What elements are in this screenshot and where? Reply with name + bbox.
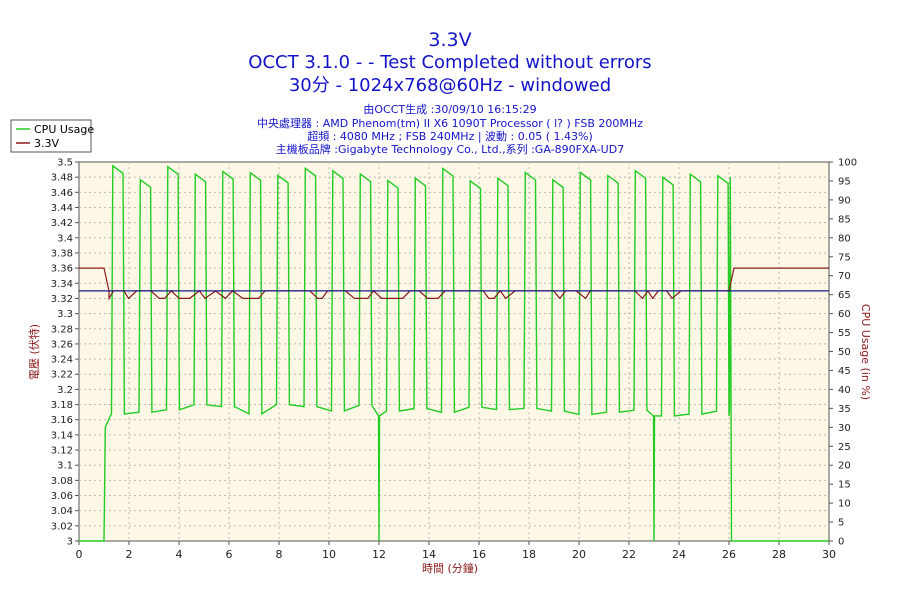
series-layer (79, 164, 829, 542)
y-left-tick-label: 3.46 (51, 188, 73, 199)
y-left-axis-label: 電壓 (伏特) (27, 324, 41, 380)
y-right-tick-label: 25 (838, 442, 851, 453)
y-left-tick-label: 3.2 (57, 385, 73, 396)
y-left-tick-label: 3.06 (51, 491, 73, 502)
y-left-tick-label: 3.34 (51, 279, 73, 290)
chart-subtitle-1: OCCT 3.1.0 - - Test Completed without er… (248, 52, 651, 73)
y-left-tick-label: 3.12 (51, 446, 73, 457)
y-right-tick-label: 85 (838, 214, 851, 225)
y-left-tick-label: 3.08 (51, 476, 73, 487)
chart-title: 3.3V (428, 29, 471, 51)
x-tick-label: 28 (772, 548, 786, 561)
y-left-tick-label: 3.3 (57, 309, 73, 320)
info-line-4: 主機板品牌 :Gigabyte Technology Co., Ltd.,系列 … (276, 142, 624, 156)
y-right-tick-label: 100 (838, 158, 857, 169)
y-left-tick-label: 3.14 (51, 430, 73, 441)
x-tick-label: 30 (822, 548, 836, 561)
y-right-tick-label: 95 (838, 176, 851, 187)
y-left-tick-label: 3.5 (57, 158, 73, 169)
y-right-tick-label: 70 (838, 271, 851, 282)
x-tick-label: 4 (176, 548, 183, 561)
x-tick-label: 26 (722, 548, 736, 561)
y-right-tick-label: 65 (838, 290, 851, 301)
y-left-tick-label: 3.28 (51, 324, 73, 335)
x-tick-label: 10 (322, 548, 336, 561)
y-right-tick-label: 30 (838, 423, 851, 434)
y-left-tick-label: 3.44 (51, 203, 73, 214)
info-line-2: 中央處理器 : AMD Phenom(tm) II X6 1090T Proce… (257, 116, 643, 130)
y-left-tick-label: 3.16 (51, 415, 73, 426)
info-line-3: 超頻 : 4080 MHz ; FSB 240MHz | 波動 : 0.05 (… (307, 129, 593, 143)
x-tick-label: 6 (226, 548, 233, 561)
y-right-tick-label: 55 (838, 328, 851, 339)
y-left-tick-label: 3.38 (51, 248, 73, 259)
y-right-tick-label: 50 (838, 347, 851, 358)
y-left-tick-label: 3.04 (51, 506, 73, 517)
y-left-tick-label: 3.26 (51, 339, 73, 350)
x-tick-label: 24 (672, 548, 686, 561)
y-right-tick-label: 0 (838, 537, 844, 548)
x-tick-label: 22 (622, 548, 636, 561)
y-right-tick-label: 75 (838, 252, 851, 263)
chart-subtitle-2: 30分 - 1024x768@60Hz - windowed (289, 75, 611, 96)
series-voltage-line (79, 267, 829, 301)
ticks-layer: 3 3.02 3.04 3.06 3.08 3.1 3.12 3.14 3.16 3.18 3.2 3… (51, 158, 857, 562)
x-tick-label: 16 (472, 548, 486, 561)
y-left-tick-label: 3.18 (51, 400, 73, 411)
y-left-tick-label: 3.4 (57, 233, 73, 244)
y-right-tick-label: 40 (838, 385, 851, 396)
x-tick-label: 8 (276, 548, 283, 561)
legend: CPU Usage 3.3V (10, 119, 94, 153)
y-left-tick-label: 3.48 (51, 173, 73, 184)
y-left-tick-label: 3.22 (51, 370, 73, 381)
y-left-tick-label: 3.1 (57, 461, 73, 472)
series-cpu-usage-line (79, 164, 829, 542)
legend-label-voltage: 3.3V (34, 137, 59, 150)
y-right-tick-label: 15 (838, 480, 851, 491)
x-tick-label: 18 (522, 548, 536, 561)
x-tick-label: 0 (76, 548, 83, 561)
y-left-tick-label: 3 (67, 537, 73, 548)
y-right-tick-label: 60 (838, 309, 851, 320)
y-right-tick-label: 80 (838, 233, 851, 244)
x-axis-label: 時間 (分鐘) (422, 561, 478, 575)
y-left-tick-label: 3.32 (51, 294, 73, 305)
legend-box (10, 119, 92, 153)
y-right-tick-label: 45 (838, 366, 851, 377)
info-line-1: 由OCCT生成 :30/09/10 16:15:29 (363, 102, 536, 116)
y-left-tick-label: 3.24 (51, 355, 73, 366)
y-right-tick-label: 5 (838, 518, 844, 529)
x-tick-label: 2 (126, 548, 133, 561)
x-tick-label: 12 (372, 548, 386, 561)
y-left-tick-label: 3.42 (51, 218, 73, 229)
y-right-tick-label: 10 (838, 499, 851, 510)
x-tick-label: 14 (422, 548, 436, 561)
y-left-tick-label: 3.02 (51, 521, 73, 532)
x-tick-label: 20 (572, 548, 586, 561)
legend-label-cpu: CPU Usage (34, 123, 94, 136)
y-right-tick-label: 90 (838, 195, 851, 206)
y-right-tick-label: 35 (838, 404, 851, 415)
y-left-tick-label: 3.36 (51, 264, 73, 275)
y-right-axis-label: CPU Usage (in %) (859, 304, 872, 400)
y-right-tick-label: 20 (838, 461, 851, 472)
